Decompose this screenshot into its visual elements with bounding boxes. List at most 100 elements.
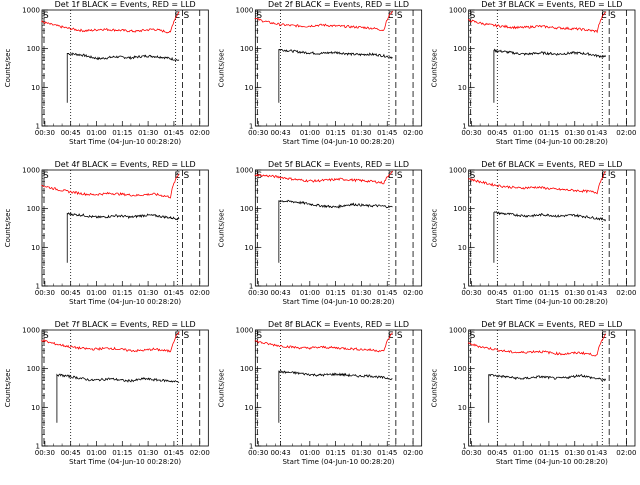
second-start-marker-label: S [610, 331, 616, 341]
start-marker-label: S [256, 11, 262, 21]
y-axis-label: Counts/sec [4, 49, 12, 88]
start-marker-label: S [43, 171, 49, 181]
x-tick-label: 01:45 [164, 449, 184, 457]
y-tick-label: 100 [240, 45, 253, 53]
x-axis-label: Start Time (04-Jun-10 00:28:20) [496, 458, 608, 466]
y-tick-label: 10 [244, 244, 253, 252]
y-tick-label: 1000 [22, 7, 40, 15]
y-tick-label: 1000 [22, 327, 40, 335]
y-tick-label: 10 [31, 404, 40, 412]
x-tick-label: 02:00 [403, 129, 423, 137]
x-axis-label: Start Time (04-Jun-10 00:28:20) [69, 138, 181, 146]
x-tick-label: 01:45 [377, 289, 397, 297]
x-tick-label: 01:30 [351, 129, 371, 137]
x-tick-label: 00:30 [35, 129, 55, 137]
y-tick-label: 1000 [22, 167, 40, 175]
y-axis-label: Counts/sec [4, 209, 12, 248]
detector-plot-7: Det 7f BLACK = Events, RED = LLD 1 10 100 10… [4, 320, 210, 466]
x-tick-label: 00:30 [248, 129, 268, 137]
y-tick-label: 100 [453, 45, 466, 53]
y-axis-label: Counts/sec [217, 49, 225, 88]
x-tick-label: 00:43 [270, 289, 290, 297]
end-marker-label: E [175, 331, 181, 341]
series-line-lld [41, 173, 180, 199]
end-marker-label: E [175, 11, 181, 21]
y-tick-label: 100 [240, 205, 253, 213]
end-marker-label: E [388, 11, 394, 21]
plot-title: Det 1f BLACK = Events, RED = LLD [55, 0, 196, 9]
second-start-marker-label: S [397, 331, 403, 341]
x-tick-label: 01:00 [300, 129, 320, 137]
plot-title: Det 9f BLACK = Events, RED = LLD [481, 320, 622, 329]
x-tick-label: 00:43 [270, 449, 290, 457]
y-tick-label: 1000 [449, 327, 467, 335]
x-tick-label: 02:00 [616, 449, 636, 457]
y-tick-label: 1 [249, 443, 253, 451]
y-tick-label: 1000 [236, 167, 254, 175]
x-tick-label: 01:00 [300, 289, 320, 297]
y-tick-label: 10 [458, 244, 467, 252]
y-tick-label: 100 [27, 45, 40, 53]
y-tick-label: 10 [458, 84, 467, 92]
x-tick-label: 01:15 [112, 129, 132, 137]
x-axis-label: Start Time (04-Jun-10 00:28:20) [496, 138, 608, 146]
x-axis-label: Start Time (04-Jun-10 00:28:20) [496, 298, 608, 306]
x-tick-label: 00:30 [461, 449, 481, 457]
series-line-lld [254, 10, 393, 32]
y-axis-label: Counts/sec [431, 369, 439, 408]
plot-title: Det 4f BLACK = Events, RED = LLD [55, 160, 196, 169]
y-tick-label: 10 [244, 404, 253, 412]
x-tick-label: 01:00 [300, 449, 320, 457]
plot-title: Det 2f BLACK = Events, RED = LLD [268, 0, 409, 9]
y-tick-label: 1 [36, 123, 40, 131]
x-tick-label: 01:15 [326, 449, 346, 457]
x-tick-label: 01:00 [513, 129, 533, 137]
plot-frame [41, 329, 209, 447]
x-tick-label: 01:45 [377, 129, 397, 137]
series-line-lld [41, 331, 180, 353]
x-axis-label: Start Time (04-Jun-10 00:28:20) [69, 298, 181, 306]
plot-title: Det 5f BLACK = Events, RED = LLD [268, 160, 409, 169]
y-tick-label: 100 [240, 365, 253, 373]
y-axis-label: Counts/sec [4, 369, 12, 408]
y-tick-label: 100 [27, 365, 40, 373]
x-tick-label: 02:00 [190, 129, 210, 137]
y-tick-label: 1 [36, 283, 40, 291]
end-marker-label: E [388, 331, 394, 341]
y-tick-label: 1000 [236, 7, 254, 15]
detector-plot-2: Det 2f BLACK = Events, RED = LLD 1 10 100 10… [217, 0, 423, 146]
x-tick-label: 01:43 [587, 449, 607, 457]
x-tick-label: 01:15 [326, 129, 346, 137]
series-line-events [278, 370, 393, 423]
x-tick-label: 02:00 [190, 289, 210, 297]
series-line-events [66, 52, 180, 103]
detector-plot-8: Det 8f BLACK = Events, RED = LLD 1 10 100 10… [217, 320, 423, 466]
x-tick-label: 01:00 [513, 449, 533, 457]
series-line-events [278, 49, 393, 103]
x-axis-label: Start Time (04-Jun-10 00:28:20) [282, 138, 394, 146]
x-tick-label: 00:30 [461, 289, 481, 297]
x-axis-label: Start Time (04-Jun-10 00:28:20) [69, 458, 181, 466]
x-tick-label: 00:45 [61, 449, 81, 457]
y-axis-label: Counts/sec [217, 209, 225, 248]
x-tick-label: 00:30 [35, 289, 55, 297]
y-tick-label: 1000 [236, 327, 254, 335]
plot-frame [254, 169, 423, 287]
second-start-marker-label: S [397, 11, 403, 21]
y-tick-label: 100 [453, 205, 466, 213]
series-line-lld [467, 11, 607, 34]
plot-title: Det 8f BLACK = Events, RED = LLD [268, 320, 409, 329]
y-tick-label: 10 [31, 244, 40, 252]
x-tick-label: 01:00 [86, 129, 106, 137]
x-tick-label: 01:30 [138, 449, 158, 457]
detector-plot-1: Det 1f BLACK = Events, RED = LLD 1 10 100 10… [4, 0, 210, 146]
detector-plot-6: Det 6f BLACK = Events, RED = LLD 1 10 100 10… [431, 160, 637, 306]
x-tick-label: 00:30 [248, 449, 268, 457]
x-tick-label: 02:00 [403, 289, 423, 297]
series-line-lld [254, 170, 393, 185]
y-tick-label: 1000 [449, 167, 467, 175]
x-tick-label: 02:00 [616, 289, 636, 297]
y-tick-label: 100 [27, 205, 40, 213]
